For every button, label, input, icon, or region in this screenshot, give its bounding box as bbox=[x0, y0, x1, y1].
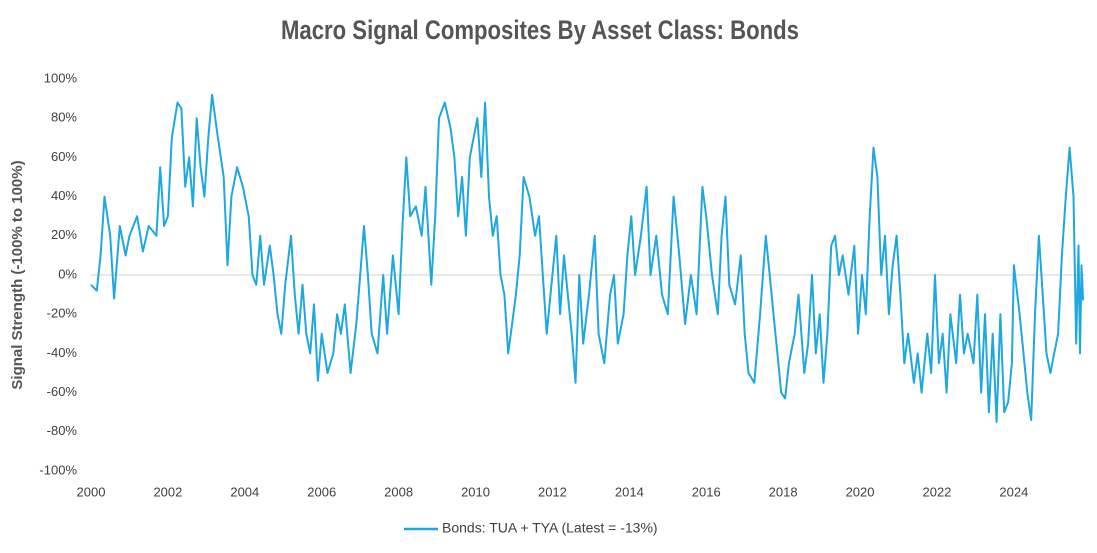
y-tick-label: 40% bbox=[51, 188, 77, 203]
x-tick-label: 2016 bbox=[692, 484, 721, 499]
y-tick-label: 100% bbox=[44, 70, 78, 85]
y-tick-label: -40% bbox=[47, 345, 78, 360]
y-tick-label: 20% bbox=[51, 227, 77, 242]
x-tick-label: 2018 bbox=[769, 484, 798, 499]
x-tick-label: 2010 bbox=[461, 484, 490, 499]
y-tick-label: 60% bbox=[51, 149, 77, 164]
x-tick-label: 2014 bbox=[615, 484, 644, 499]
y-tick-label: -100% bbox=[39, 462, 77, 477]
x-tick-label: 2024 bbox=[999, 484, 1028, 499]
y-tick-label: -80% bbox=[47, 423, 78, 438]
y-tick-label: -60% bbox=[47, 384, 78, 399]
y-tick-label: 0% bbox=[58, 266, 77, 281]
x-tick-label: 2000 bbox=[77, 484, 106, 499]
legend-label: Bonds: TUA + TYA (Latest = -13%) bbox=[442, 520, 658, 536]
y-tick-label: -20% bbox=[47, 306, 78, 321]
x-tick-label: 2006 bbox=[307, 484, 336, 499]
x-tick-label: 2012 bbox=[538, 484, 567, 499]
x-tick-label: 2002 bbox=[153, 484, 182, 499]
x-tick-label: 2008 bbox=[384, 484, 413, 499]
x-tick-label: 2022 bbox=[922, 484, 951, 499]
chart-title: Macro Signal Composites By Asset Class: … bbox=[281, 16, 799, 46]
y-tick-label: 80% bbox=[51, 110, 77, 125]
x-tick-label: 2004 bbox=[230, 484, 259, 499]
series-line bbox=[90, 93, 1085, 423]
y-axis-label: Signal Strength (-100% to 100%) bbox=[9, 160, 26, 389]
x-tick-label: 2020 bbox=[846, 484, 875, 499]
